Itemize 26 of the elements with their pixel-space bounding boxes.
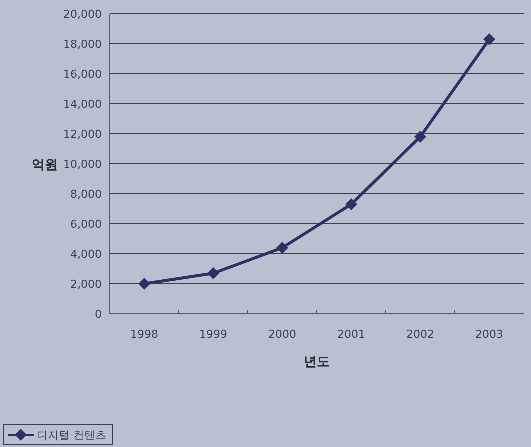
x-tick-label: 1999 <box>200 328 228 341</box>
y-tick-label: 10,000 <box>64 158 102 171</box>
x-tick-label: 2003 <box>476 328 504 341</box>
y-tick-label: 18,000 <box>64 38 102 51</box>
x-tick-label: 2000 <box>268 328 296 341</box>
y-tick-label: 14,000 <box>64 98 102 111</box>
y-tick-label: 6,000 <box>70 218 102 231</box>
y-tick-label: 16,000 <box>64 68 102 81</box>
y-axis-title: 억원 <box>32 158 58 173</box>
x-tick-label: 1998 <box>130 328 158 341</box>
x-axis-title: 년도 <box>304 355 330 370</box>
point <box>138 278 150 290</box>
point <box>276 242 288 254</box>
legend-label: 디지털 컨텐츠 <box>37 429 106 442</box>
x-tick-label: 2002 <box>406 328 434 341</box>
y-tick-label: 4,000 <box>70 248 102 261</box>
y-tick-label: 8,000 <box>70 188 102 201</box>
y-tick-label: 20,000 <box>64 8 102 21</box>
point <box>484 34 496 46</box>
y-tick-label: 12,000 <box>64 128 102 141</box>
y-tick-label: 2,000 <box>70 278 102 291</box>
point <box>414 131 426 143</box>
y-tick-label: 0 <box>95 308 102 321</box>
x-tick-label: 2001 <box>338 328 366 341</box>
point <box>346 198 358 210</box>
point <box>208 268 220 280</box>
